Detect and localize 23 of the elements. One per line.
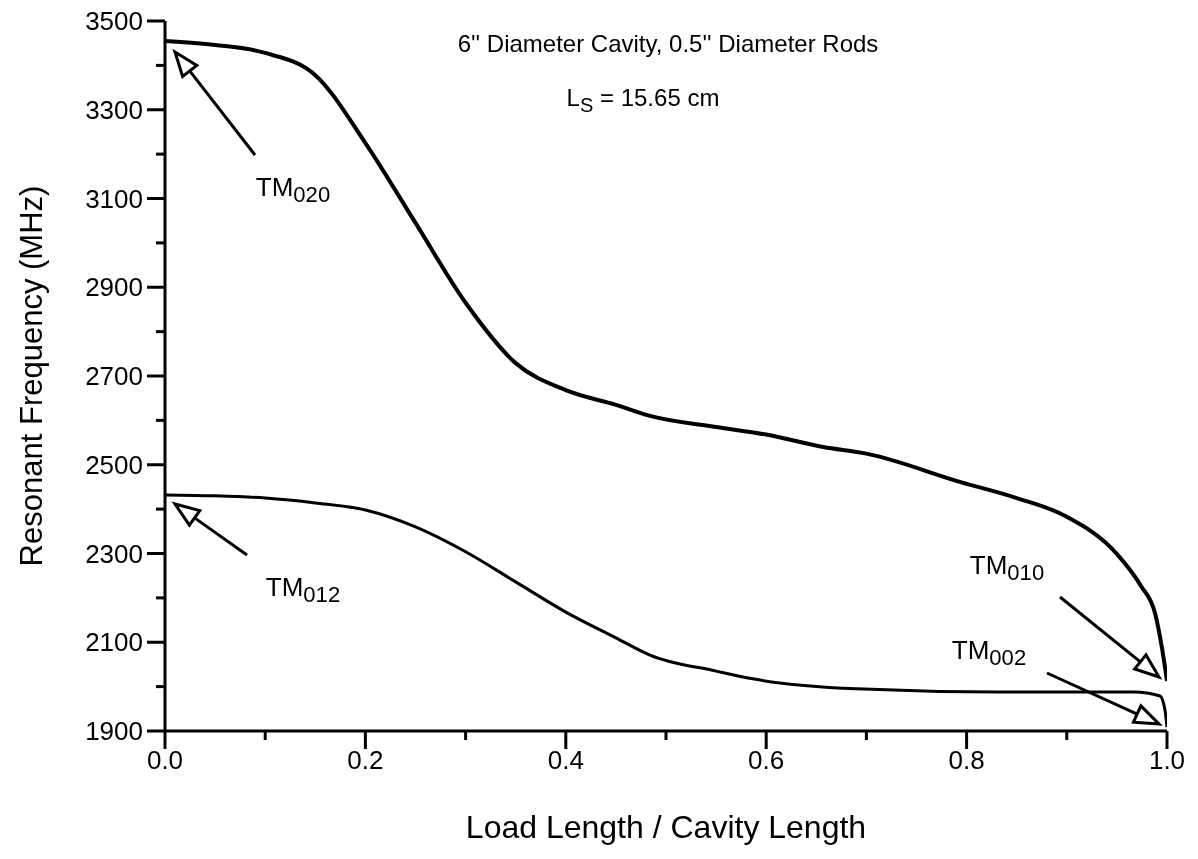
y-tick-label: 2700 <box>85 361 143 391</box>
y-axis-title: Resonant Frequency (MHz) <box>14 185 49 567</box>
x-tick-label: 0.6 <box>748 745 785 775</box>
x-tick-label: 0.2 <box>347 745 384 775</box>
x-axis-title: Load Length / Cavity Length <box>465 809 867 845</box>
x-tick-label: 0.0 <box>146 745 184 775</box>
x-tick-label: 1.0 <box>1148 745 1186 775</box>
x-tick-label: 0.4 <box>547 745 584 775</box>
x-tick-label: 0.8 <box>948 745 985 775</box>
y-tick-label: 1900 <box>85 716 143 746</box>
y-tick-label: 3500 <box>85 6 143 36</box>
y-tick-label: 2100 <box>85 627 143 658</box>
annotation: TM$_{010}$ <box>969 550 1045 586</box>
annotation: TM$_{002}$ <box>951 635 1027 671</box>
annotation: TM$_{012}$ <box>265 572 341 608</box>
y-tick-label: 2500 <box>85 449 143 480</box>
text: L$_{S}$ = 15.65 cm <box>565 84 721 117</box>
annotation: TM$_{020}$ <box>255 172 331 208</box>
y-tick-label: 2900 <box>85 272 143 303</box>
y-tick-label: 2300 <box>85 538 143 569</box>
y-tick-label: 3100 <box>85 183 143 214</box>
chart-title: 6'' Diameter Cavity, 0.5'' Diameter Rods <box>456 30 880 58</box>
y-tick-label: 3300 <box>85 94 143 125</box>
